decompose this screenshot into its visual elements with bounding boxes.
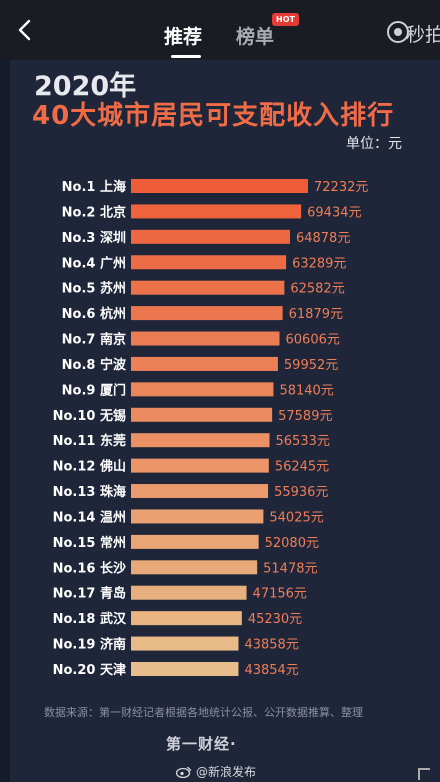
income-bar xyxy=(131,534,259,549)
income-value-label: 59952元 xyxy=(284,358,338,373)
income-bar xyxy=(131,179,308,193)
city-label: No.16 长沙 xyxy=(53,560,126,576)
income-value-label: 69434元 xyxy=(307,205,361,220)
income-bar xyxy=(131,509,264,524)
city-label: No.19 济南 xyxy=(53,637,126,653)
city-label: No.3 深圳 xyxy=(62,230,126,246)
city-label: No.5 苏州 xyxy=(62,281,126,297)
income-value-label: 45230元 xyxy=(248,612,302,627)
watermark: @新浪发布 xyxy=(176,763,256,780)
income-bar xyxy=(131,611,242,626)
income-bar xyxy=(131,433,270,448)
income-value-label: 43854元 xyxy=(244,663,298,678)
city-label: No.1 上海 xyxy=(62,179,126,195)
city-label: No.17 青岛 xyxy=(53,586,126,602)
city-label: No.12 佛山 xyxy=(53,459,126,475)
income-bar xyxy=(131,280,285,295)
income-bar xyxy=(131,484,269,499)
city-label: No.15 常州 xyxy=(53,535,126,551)
city-label: No.6 杭州 xyxy=(62,306,126,322)
income-value-label: 56245元 xyxy=(275,460,329,475)
city-label: No.7 南京 xyxy=(62,332,126,348)
city-label: No.2 北京 xyxy=(62,204,126,220)
income-value-label: 56533元 xyxy=(276,434,330,449)
watermark-text: @新浪发布 xyxy=(196,765,257,779)
corner-mark-icon xyxy=(418,768,430,780)
income-value-label: 62582元 xyxy=(290,282,344,297)
income-bar xyxy=(131,255,287,270)
city-label: No.8 宁波 xyxy=(62,357,127,373)
income-value-label: 54025元 xyxy=(269,510,323,525)
unit-label: 单位：元 xyxy=(346,136,402,152)
data-source-note: 数据来源：第一财经记者根据各地统计公报、公开数据推算、整理 xyxy=(44,706,363,719)
income-bar xyxy=(131,636,239,651)
brand-logo[interactable]: 秒拍 xyxy=(386,20,440,46)
city-label: No.9 厦门 xyxy=(62,382,126,398)
income-bar xyxy=(131,204,302,219)
income-value-label: 51478元 xyxy=(263,561,317,576)
income-value-label: 58140元 xyxy=(279,383,333,398)
income-bar xyxy=(131,382,274,397)
income-bar xyxy=(131,229,290,244)
income-value-label: 60606元 xyxy=(286,333,340,348)
income-value-label: 72232元 xyxy=(314,180,368,195)
income-value-label: 43858元 xyxy=(244,638,298,653)
income-value-label: 52080元 xyxy=(265,536,319,551)
income-bar xyxy=(131,458,269,473)
city-label: No.11 东莞 xyxy=(53,433,126,449)
income-bar xyxy=(131,560,258,575)
hot-badge: HOT xyxy=(272,13,299,26)
income-bar xyxy=(131,661,239,676)
brand-name: 秒拍 xyxy=(406,24,440,46)
income-bar xyxy=(131,356,278,371)
income-value-label: 64878元 xyxy=(296,231,350,246)
top-navigation-bar: 推荐 榜单 HOT 秒拍 xyxy=(0,0,440,60)
income-bar-chart: No.1 上海 72232元 No.2 北京 69434元 No.3 深圳 64878元 N… xyxy=(53,179,368,678)
city-label: No.14 温州 xyxy=(53,510,126,525)
income-bar xyxy=(131,585,247,600)
tab-rankings[interactable]: 榜单 xyxy=(236,26,275,48)
back-arrow-icon[interactable] xyxy=(14,18,38,42)
chart-title: 40大城市居民可支配收入排行 xyxy=(32,101,395,131)
city-label: No.13 珠海 xyxy=(53,484,126,500)
city-label: No.18 武汉 xyxy=(53,611,127,627)
income-value-label: 55936元 xyxy=(274,485,328,500)
brand-play-icon xyxy=(387,21,409,43)
city-label: No.20 天津 xyxy=(53,662,126,678)
active-tab-indicator xyxy=(171,55,201,58)
city-label: No.4 广州 xyxy=(62,255,126,271)
income-bar xyxy=(131,331,280,346)
weibo-icon xyxy=(176,766,192,778)
income-bar xyxy=(131,407,273,422)
tab-recommend[interactable]: 推荐 xyxy=(164,26,203,48)
income-value-label: 63289元 xyxy=(292,256,346,271)
publisher-logo: 第一财经· xyxy=(166,735,237,753)
income-value-label: 57589元 xyxy=(278,409,332,424)
income-value-label: 61879元 xyxy=(289,307,343,322)
income-value-label: 47156元 xyxy=(253,587,307,602)
city-label: No.10 无锡 xyxy=(53,408,126,424)
income-bar xyxy=(131,306,283,321)
chart-year: 2020年 xyxy=(34,71,137,102)
